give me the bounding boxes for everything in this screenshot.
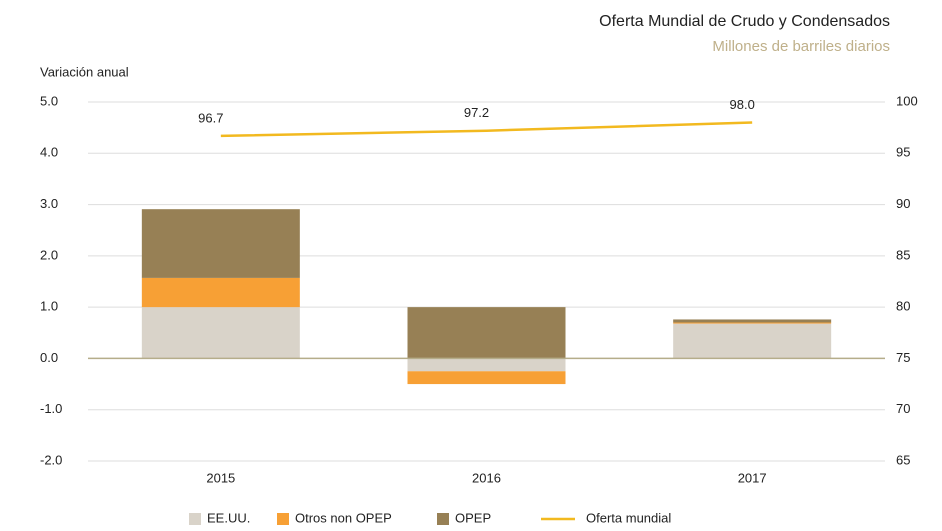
bar-segment <box>673 322 832 324</box>
y-tick-label: 5.0 <box>40 93 58 108</box>
legend-label: OPEP <box>455 510 491 525</box>
line-series <box>220 121 753 138</box>
legend-label: Otros non OPEP <box>295 510 392 525</box>
y-tick-label: 4.0 <box>40 145 58 160</box>
y-tick-label: -2.0 <box>40 452 62 467</box>
y-tick-label: 2.0 <box>40 247 58 262</box>
bar-segment <box>407 371 566 385</box>
data-label: 97.2 <box>464 105 489 120</box>
y2-tick-label: 100 <box>896 93 918 108</box>
y2-tick-label: 75 <box>896 350 910 365</box>
x-tick-label: 2016 <box>472 470 501 485</box>
y2-tick-label: 90 <box>896 196 910 211</box>
bar-segment <box>141 307 300 359</box>
y2-tick-label: 65 <box>896 452 910 467</box>
y-tick-label: 3.0 <box>40 196 58 211</box>
legend-swatch <box>277 513 289 525</box>
y-tick-label: 1.0 <box>40 299 58 314</box>
y2-tick-label: 80 <box>896 299 910 314</box>
y2-tick-label: 85 <box>896 247 910 262</box>
y-tick-label: 0.0 <box>40 350 58 365</box>
bar-segment <box>141 209 300 278</box>
bar-segment <box>141 277 300 308</box>
y-tick-label: -1.0 <box>40 401 62 416</box>
x-tick-label: 2015 <box>206 470 235 485</box>
bar-segment <box>407 358 566 372</box>
y2-tick-label: 95 <box>896 145 910 160</box>
bar-segment <box>407 307 566 359</box>
chart-title: Oferta Mundial de Crudo y Condensados <box>599 13 890 30</box>
data-label: 98.0 <box>730 97 755 112</box>
legend-swatch <box>437 513 449 525</box>
bar-segment <box>673 323 832 359</box>
legend-label: EE.UU. <box>207 510 250 525</box>
bar-segment <box>673 319 832 323</box>
legend-label: Oferta mundial <box>586 510 671 525</box>
y-axis-label: Variación anual <box>40 64 129 79</box>
legend-swatch <box>189 513 201 525</box>
chart-subtitle: Millones de barriles diarios <box>712 38 890 55</box>
y2-tick-label: 70 <box>896 401 910 416</box>
data-label: 96.7 <box>198 110 223 125</box>
x-tick-label: 2017 <box>738 470 767 485</box>
